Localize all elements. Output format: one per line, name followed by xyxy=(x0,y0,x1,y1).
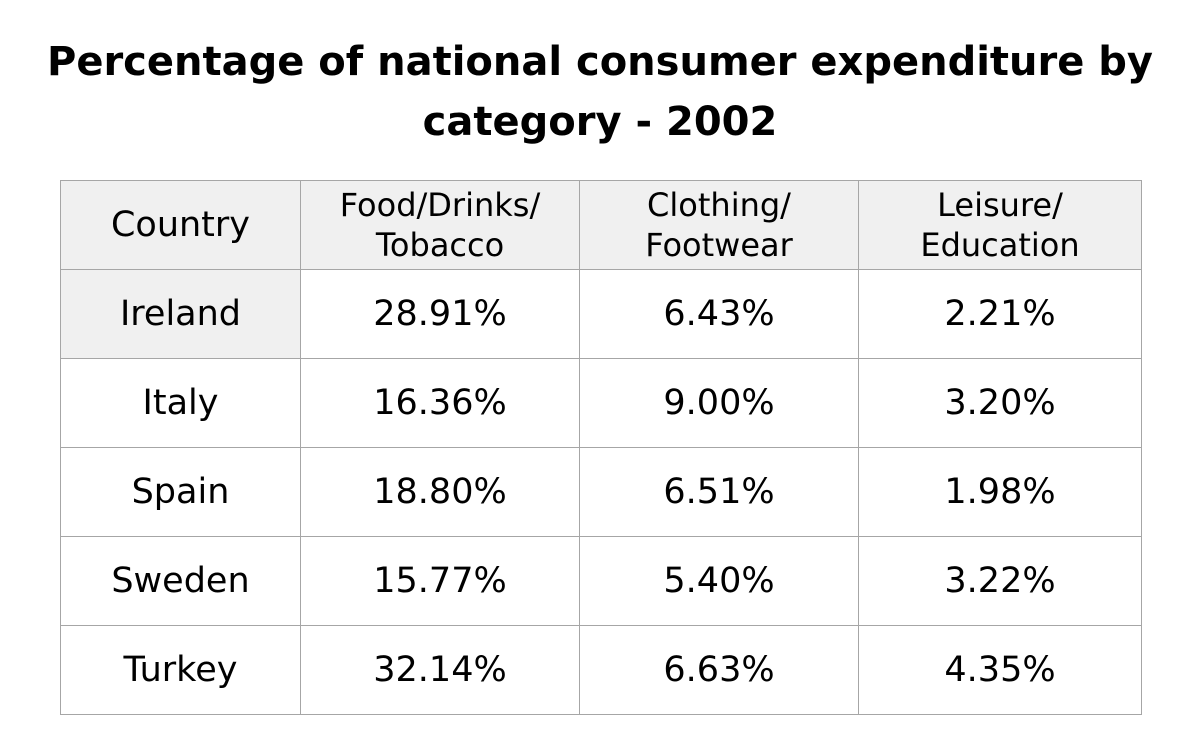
value-cell: 5.40% xyxy=(579,536,859,626)
header-label-line: Food/Drinks/ xyxy=(339,186,541,224)
table-row: Sweden 15.77% 5.40% 3.22% xyxy=(60,536,1142,626)
value-cell: 6.63% xyxy=(579,625,859,715)
header-label-line: Education xyxy=(920,226,1080,264)
row-label-country: Turkey xyxy=(60,625,301,715)
table-row: Italy 16.36% 9.00% 3.20% xyxy=(60,358,1142,448)
header-label-line: Leisure/ xyxy=(937,186,1063,224)
value-cell: 9.00% xyxy=(579,358,859,448)
row-label-country: Sweden xyxy=(60,536,301,626)
value-cell: 6.51% xyxy=(579,447,859,537)
header-col-leisure-education: Leisure/Education xyxy=(858,180,1142,270)
expenditure-table: Country Food/Drinks/Tobacco Clothing/Footw… xyxy=(60,180,1142,715)
value-cell: 1.98% xyxy=(858,447,1142,537)
header-col-clothing-footwear: Clothing/Footwear xyxy=(579,180,859,270)
table-header: Country Food/Drinks/Tobacco Clothing/Footw… xyxy=(60,180,1142,270)
row-label-country: Italy xyxy=(60,358,301,448)
value-cell: 28.91% xyxy=(300,269,580,359)
row-label-country: Ireland xyxy=(60,269,301,359)
header-label-line: Tobacco xyxy=(375,226,505,264)
table-row: Turkey 32.14% 6.63% 4.35% xyxy=(60,625,1142,715)
chart-title-line-1: Percentage of national consumer expendit… xyxy=(47,39,1153,85)
header-label-line: Clothing/ xyxy=(647,186,791,224)
header-col-country: Country xyxy=(60,180,301,270)
header-row: Country Food/Drinks/Tobacco Clothing/Footw… xyxy=(60,180,1142,270)
chart-title: Percentage of national consumer expendit… xyxy=(0,32,1200,152)
table-row: Ireland 28.91% 6.43% 2.21% xyxy=(60,269,1142,359)
value-cell: 32.14% xyxy=(300,625,580,715)
value-cell: 15.77% xyxy=(300,536,580,626)
table-row: Spain 18.80% 6.51% 1.98% xyxy=(60,447,1142,537)
value-cell: 3.20% xyxy=(858,358,1142,448)
value-cell: 16.36% xyxy=(300,358,580,448)
value-cell: 6.43% xyxy=(579,269,859,359)
value-cell: 4.35% xyxy=(858,625,1142,715)
value-cell: 2.21% xyxy=(858,269,1142,359)
header-col-food-drinks-tobacco: Food/Drinks/Tobacco xyxy=(300,180,580,270)
value-cell: 18.80% xyxy=(300,447,580,537)
header-label-line: Footwear xyxy=(645,226,793,264)
row-label-country: Spain xyxy=(60,447,301,537)
chart-title-line-2: category - 2002 xyxy=(422,99,778,145)
header-label-line: Country xyxy=(110,205,251,245)
value-cell: 3.22% xyxy=(858,536,1142,626)
table-body: Ireland 28.91% 6.43% 2.21% Italy 16.36% 9.00% 3… xyxy=(60,269,1142,715)
